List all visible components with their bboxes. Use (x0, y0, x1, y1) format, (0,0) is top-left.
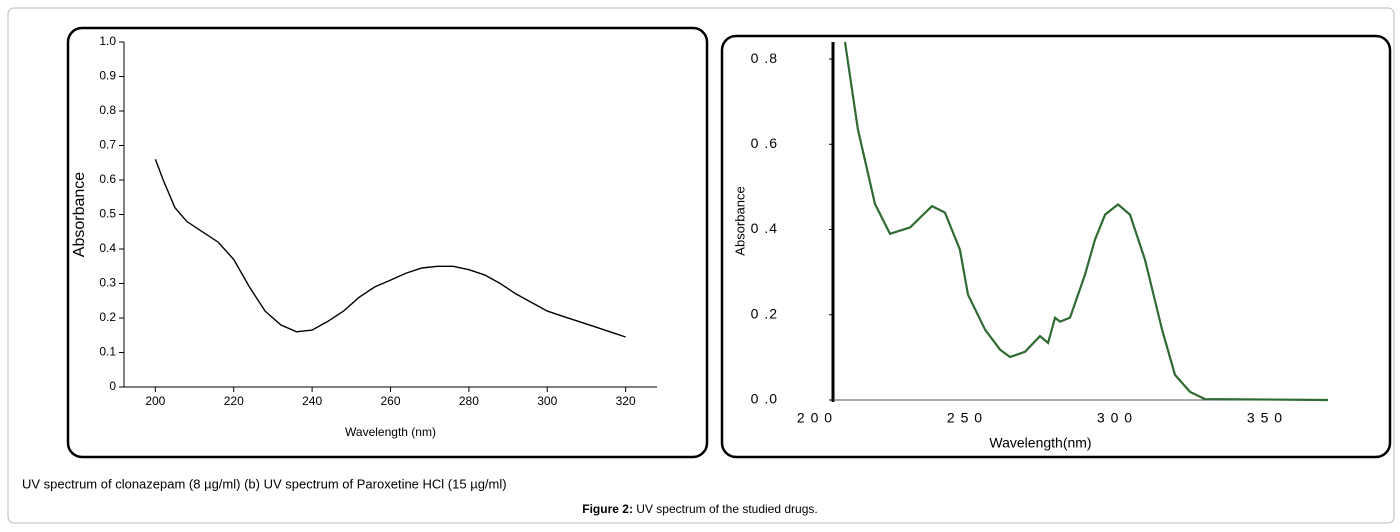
y-tick-label: 0.4 (99, 241, 116, 255)
figure-caption: Figure 2: UV spectrum of the studied dru… (582, 502, 817, 516)
x-tick-label: 200 (145, 394, 165, 408)
spectrum-line (154, 159, 626, 338)
panel-a-border (66, 26, 709, 459)
y-tick-label: 0 (109, 379, 116, 393)
x-axis-label: Wavelength(nm) (989, 435, 1091, 451)
caption: UV spectrum of clonazepam (8 µg/ml) (b) … (22, 476, 507, 491)
y-tick-label: 0 .0 (751, 391, 778, 407)
figure-label: Figure 2: (582, 502, 633, 516)
panel-b-border (720, 34, 1392, 459)
x-tick-label: 260 (380, 394, 400, 408)
x-tick-label: 280 (459, 394, 479, 408)
x-tick-label: 300 (537, 394, 557, 408)
spectrum-line (843, 41, 1329, 402)
figure-title: UV spectrum of the studied drugs. (636, 502, 817, 516)
y-tick-label: 0.9 (99, 69, 116, 83)
y-tick-label: 0.7 (99, 138, 116, 152)
x-tick-label: 320 (616, 394, 636, 408)
x-axis-label: Wavelength (nm) (345, 425, 436, 439)
y-tick-label: 0.8 (99, 103, 116, 117)
x-tick-label: 2 5 0 (947, 410, 983, 426)
y-tick-label: 0 .4 (751, 220, 778, 236)
y-tick-label: 0.6 (99, 172, 116, 186)
x-tick-label: 3 5 0 (1247, 410, 1283, 426)
y-tick-label: 0.2 (99, 310, 116, 324)
x-tick-label: 3 0 0 (1097, 410, 1133, 426)
x-tick-label: 240 (302, 394, 322, 408)
y-tick-label: 0.5 (99, 207, 116, 221)
y-tick-label: 0 .6 (751, 135, 778, 151)
y-axis-label: Absorbance (71, 172, 88, 257)
y-tick-label: 0 .2 (751, 305, 778, 321)
x-tick-label: 220 (224, 394, 244, 408)
y-tick-label: 0.3 (99, 276, 116, 290)
y-axis-label: Absorbance (732, 186, 747, 255)
x-tick-label: 2 0 0 (797, 410, 833, 426)
y-tick-label: 0.1 (99, 345, 116, 359)
y-tick-label: 1.0 (99, 34, 116, 48)
figure-border (7, 7, 1395, 524)
y-tick-label: 0 .8 (751, 50, 778, 66)
